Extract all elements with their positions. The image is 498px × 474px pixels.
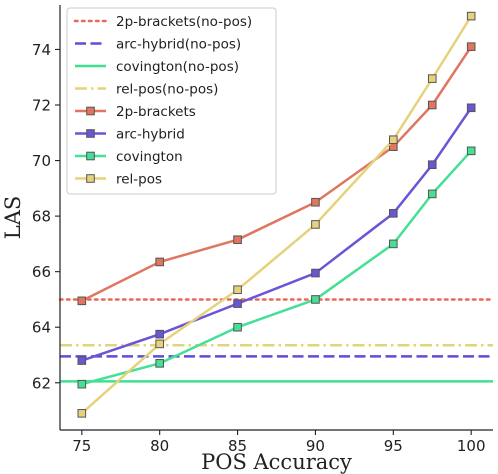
x-axis-title: POS Accuracy [201,450,352,474]
data-point [233,285,242,295]
data-point [233,299,242,308]
data-point [155,329,164,339]
data-point [311,197,320,207]
data-point [233,235,242,245]
data-point [427,160,437,170]
legend-label: 2p-brackets [116,104,196,120]
series-layer [77,11,476,418]
data-point [466,42,476,51]
x-tick-label: 80 [150,437,169,455]
y-tick-label: 72 [32,97,51,115]
x-tick-label: 95 [384,437,403,455]
y-axis-title: LAS [1,196,25,240]
x-tick-label: 100 [457,437,486,455]
data-point [155,257,164,267]
legend-label: covington(no-pos) [116,59,239,75]
y-tick-label: 70 [32,152,51,170]
data-point [311,220,320,229]
legend-label: 2p-brackets(no-pos) [116,14,252,30]
legend-swatch-marker [86,106,95,116]
legend-label: covington [116,149,183,165]
legend-label: arc-hybrid [116,127,185,143]
y-tick-label: 68 [32,208,51,226]
legend-label: rel-pos(no-pos) [116,82,218,98]
data-point [77,409,87,418]
data-point [155,339,164,349]
x-tick-label: 90 [306,437,325,455]
data-point [155,359,164,368]
data-point [466,146,476,156]
data-point [77,379,87,389]
data-point [389,239,398,249]
data-point [466,11,476,21]
data-point [466,103,476,113]
data-point [233,322,242,332]
y-tick-label: 74 [32,41,51,59]
baselines-layer [58,298,495,383]
y-tick-label: 66 [32,263,51,281]
legend-swatch-marker [86,174,95,183]
legend-label: rel-pos [116,172,162,188]
y-tick-label: 64 [32,319,51,337]
data-point [311,268,320,278]
y-tick-label: 62 [32,374,51,392]
data-point [427,74,437,83]
axes-layer: 75 80 85 90 95 100 62 64 66 68 70 72 74 [32,5,493,455]
x-tick-label: 75 [72,437,91,455]
legend-label: arc-hybrid(no-pos) [116,37,241,53]
data-point [389,209,398,218]
data-point [311,295,320,304]
x-tick-label: 85 [228,437,247,455]
legend-swatch-marker [86,129,95,138]
data-point [77,296,87,306]
data-point [77,356,87,365]
legend-box [66,7,277,195]
data-point [427,189,437,199]
legend-swatch-marker [86,151,95,161]
legend: 2p-brackets(no-pos) arc-hybrid(no-pos) cov… [66,7,277,195]
data-point [427,100,437,110]
data-point [389,135,398,145]
